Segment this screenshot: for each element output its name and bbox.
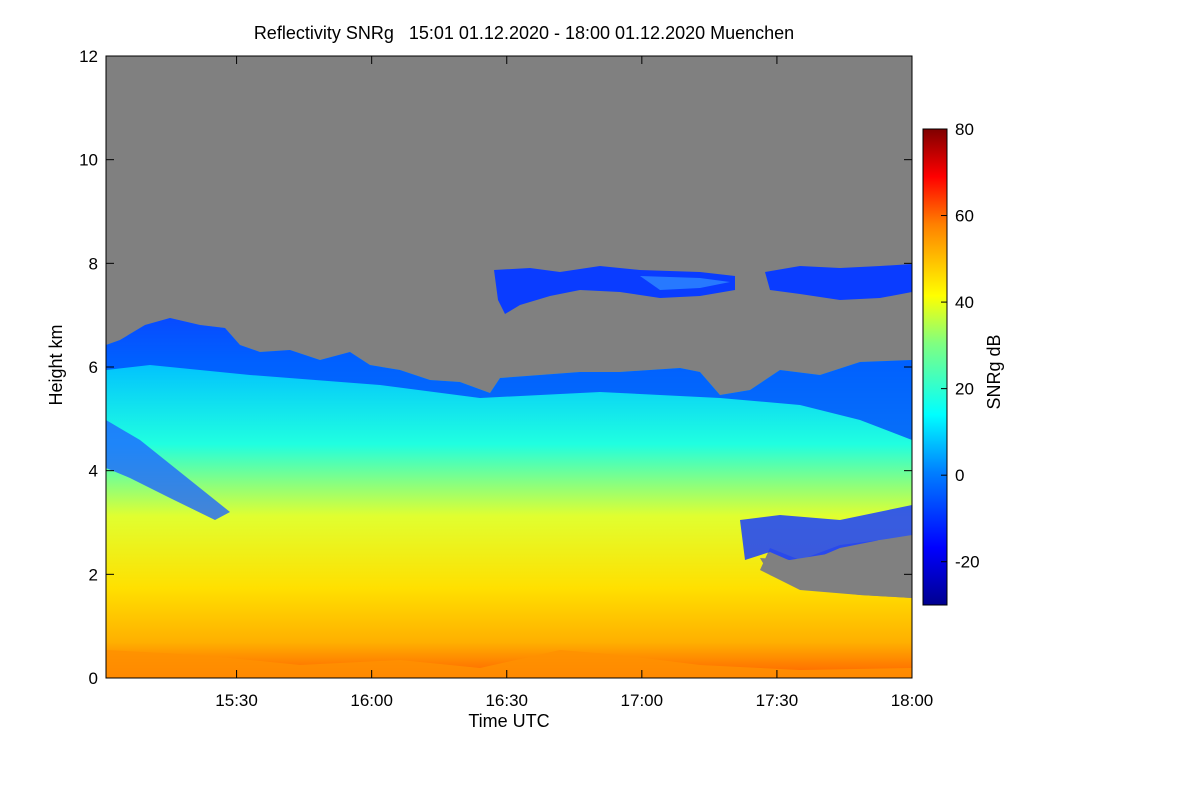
colorbar-tick-label: 40 — [955, 293, 974, 312]
colorbar-tick-label: 60 — [955, 207, 974, 226]
fallstreak-left — [106, 420, 230, 520]
upper-cloud-layer-b — [765, 264, 912, 300]
colorbar-tick-label: -20 — [955, 553, 980, 572]
chart-title: Reflectivity SNRg 15:01 01.12.2020 - 18:… — [254, 23, 794, 43]
x-tick-label: 18:00 — [891, 691, 934, 710]
fallstreak-right — [740, 505, 912, 565]
y-axis: 0 2 4 6 8 10 12 — [79, 47, 912, 688]
plot-area — [106, 56, 912, 678]
cloud-top-band — [106, 318, 912, 440]
colorbar-ticks: -20 0 20 40 60 80 — [941, 120, 980, 572]
upper-cloud-core — [640, 276, 730, 290]
reflectivity-field — [106, 318, 912, 678]
y-tick-label: 4 — [89, 462, 98, 481]
y-tick-label: 12 — [79, 47, 98, 66]
colorbar-tick-label: 80 — [955, 120, 974, 139]
y-tick-label: 2 — [89, 565, 98, 584]
x-tick-label: 17:00 — [621, 691, 664, 710]
x-tick-label: 17:30 — [756, 691, 799, 710]
y-tick-label: 10 — [79, 151, 98, 170]
x-tick-label: 15:30 — [215, 691, 258, 710]
surface-returns — [106, 650, 912, 678]
x-tick-label: 16:00 — [350, 691, 393, 710]
gap-region — [760, 535, 912, 598]
colorbar — [922, 128, 948, 606]
y-tick-label: 0 — [89, 669, 98, 688]
y-tick-label: 6 — [89, 358, 98, 377]
y-axis-label: Height km — [46, 324, 66, 405]
x-axis-label: Time UTC — [468, 711, 549, 731]
x-tick-label: 16:30 — [485, 691, 528, 710]
colorbar-tick-label: 0 — [955, 466, 964, 485]
colorbar-label: SNRg dB — [984, 334, 1004, 409]
x-axis: 15:30 16:00 16:30 17:00 17:30 18:00 — [215, 56, 933, 710]
y-tick-label: 8 — [89, 254, 98, 273]
colorbar-tick-label: 20 — [955, 380, 974, 399]
